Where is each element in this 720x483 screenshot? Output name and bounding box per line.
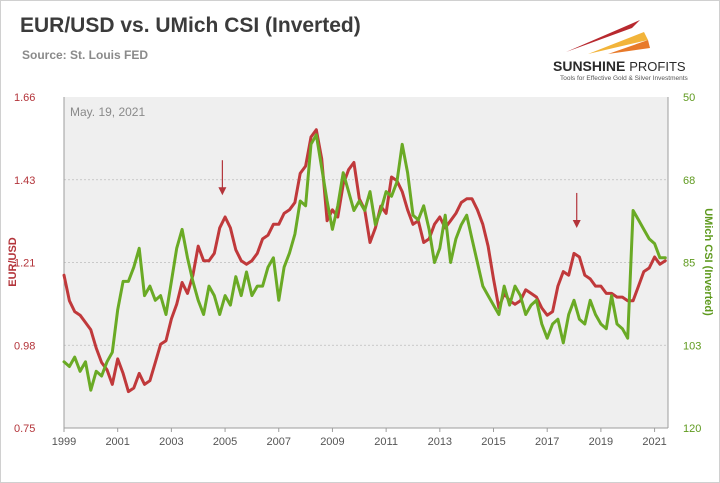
y-right-tick-label: 50 — [683, 92, 695, 104]
y-left-tick-label: 1.21 — [14, 258, 35, 270]
x-tick-label: 2021 — [642, 436, 666, 448]
y-left-axis-title: EUR/USD — [7, 237, 19, 287]
x-tick-label: 2011 — [374, 436, 398, 448]
brand-tagline: Tools for Effective Gold & Silver Invest… — [560, 75, 688, 82]
y-right-tick-label: 103 — [683, 340, 701, 352]
sunshine-logo-icon — [566, 20, 650, 54]
y-left-tick-label: 1.43 — [14, 175, 35, 187]
y-right-tick-label: 85 — [683, 258, 695, 270]
y-left-tick-label: 1.66 — [14, 92, 35, 104]
x-tick-label: 2017 — [535, 436, 559, 448]
x-tick-label: 2019 — [589, 436, 613, 448]
logo-ray-red — [566, 20, 640, 52]
x-tick-label: 2015 — [481, 436, 505, 448]
y-left-tick-label: 0.98 — [14, 340, 35, 352]
x-tick-label: 2013 — [428, 436, 452, 448]
y-right-tick-label: 68 — [683, 175, 695, 187]
x-tick-label: 2009 — [320, 436, 344, 448]
y-left-tick-label: 0.75 — [14, 423, 35, 435]
annotation-arrow-head — [218, 187, 227, 196]
brand-name: SUNSHINE PROFITS — [553, 58, 686, 74]
logo-ray-orange — [588, 32, 648, 54]
chart-title: EUR/USD vs. UMich CSI (Inverted) — [20, 14, 361, 37]
brand-sub: PROFITS — [629, 59, 686, 74]
chart-source: Source: St. Louis FED — [22, 48, 149, 62]
x-tick-label: 2001 — [105, 436, 129, 448]
x-tick-label: 1999 — [52, 436, 76, 448]
x-tick-label: 2007 — [267, 436, 291, 448]
brand-main: SUNSHINE — [553, 58, 626, 74]
series-line-umich-csi — [62, 133, 667, 392]
annotation-arrow-head — [572, 219, 581, 228]
y-right-axis-title: UMich CSI (Inverted) — [702, 208, 714, 316]
logo-ray-yellow — [608, 40, 650, 54]
x-tick-label: 2005 — [213, 436, 237, 448]
y-right-tick-label: 120 — [683, 423, 701, 435]
date-label: May. 19, 2021 — [70, 105, 145, 119]
x-tick-label: 2003 — [159, 436, 183, 448]
